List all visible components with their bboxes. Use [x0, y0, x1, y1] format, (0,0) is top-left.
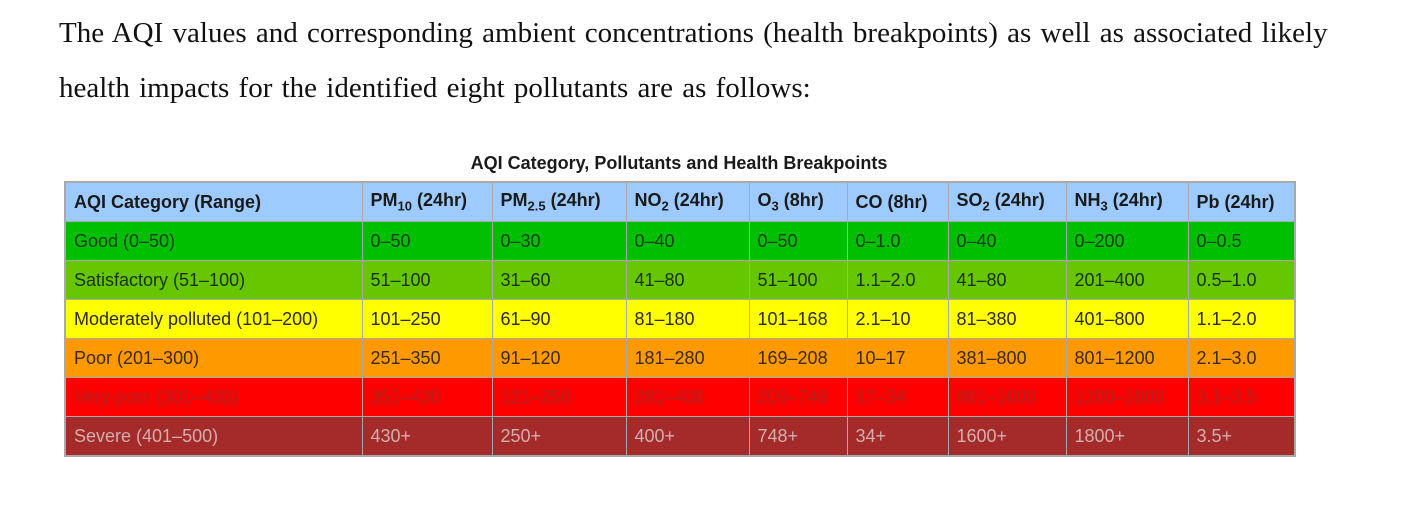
- table-row-severe: Severe (401–500) 430+ 250+ 400+ 748+ 34+…: [64, 416, 1296, 457]
- table-cell: 81–180: [625, 299, 750, 339]
- table-cell: Moderately polluted (101–200): [64, 299, 363, 339]
- table-cell: 801–1200: [1065, 338, 1189, 378]
- table-cell: 201–400: [1065, 260, 1189, 300]
- table-cell: Very poor (301–400): [64, 377, 363, 417]
- table-cell: 81–380: [947, 299, 1067, 339]
- header-aqi-category: AQI Category (Range): [64, 181, 363, 222]
- header-pm25: PM2.5 (24hr): [491, 181, 627, 222]
- table-cell: 17–34: [846, 377, 949, 417]
- table-cell: 0.5–1.0: [1187, 260, 1296, 300]
- table-cell: 51–100: [748, 260, 848, 300]
- table-cell: 430+: [361, 416, 493, 457]
- table-cell: 10–17: [846, 338, 949, 378]
- table-row-good: Good (0–50) 0–50 0–30 0–40 0–50 0–1.0 0–…: [64, 221, 1296, 261]
- table-cell: 381–800: [947, 338, 1067, 378]
- header-nh3: NH3 (24hr): [1065, 181, 1189, 222]
- table-cell: 0–1.0: [846, 221, 949, 261]
- table-cell: 2.1–10: [846, 299, 949, 339]
- table-row-moderately-polluted: Moderately polluted (101–200) 101–250 61…: [64, 299, 1296, 339]
- header-so2: SO2 (24hr): [947, 181, 1067, 222]
- table-cell: 801–1600: [947, 377, 1067, 417]
- table-cell: 3.1–3.5: [1187, 377, 1296, 417]
- table-cell: 401–800: [1065, 299, 1189, 339]
- table-caption: AQI Category, Pollutants and Health Brea…: [470, 153, 888, 173]
- table-cell: 34+: [846, 416, 949, 457]
- table-cell: Severe (401–500): [64, 416, 363, 457]
- table-cell: 400+: [625, 416, 750, 457]
- table-cell: 101–250: [361, 299, 493, 339]
- table-cell: 748+: [748, 416, 848, 457]
- table-cell: 0–50: [748, 221, 848, 261]
- table-header-row: AQI Category (Range) PM10 (24hr) PM2.5 (…: [64, 181, 1296, 222]
- table-cell: 250+: [491, 416, 627, 457]
- table-cell: 351–430: [361, 377, 493, 417]
- table-cell: Good (0–50): [64, 221, 363, 261]
- header-pm10: PM10 (24hr): [361, 181, 493, 222]
- header-o3: O3 (8hr): [748, 181, 848, 222]
- header-co: CO (8hr): [846, 181, 949, 222]
- intro-paragraph: The AQI values and corresponding ambient…: [59, 17, 1328, 104]
- table-cell: 3.5+: [1187, 416, 1296, 457]
- table-cell: 169–208: [748, 338, 848, 378]
- header-pb: Pb (24hr): [1187, 181, 1296, 222]
- table-cell: 41–80: [947, 260, 1067, 300]
- table-cell: 31–60: [491, 260, 627, 300]
- table-cell: 51–100: [361, 260, 493, 300]
- table-cell: 209–748: [748, 377, 848, 417]
- table-cell: 281–400: [625, 377, 750, 417]
- header-no2: NO2 (24hr): [625, 181, 750, 222]
- aqi-breakpoints-table: AQI Category (Range) PM10 (24hr) PM2.5 (…: [64, 181, 1296, 457]
- table-row-very-poor: Very poor (301–400) 351–430 121–250 281–…: [64, 377, 1296, 417]
- table-cell: 61–90: [491, 299, 627, 339]
- table-row-satisfactory: Satisfactory (51–100) 51–100 31–60 41–80…: [64, 260, 1296, 300]
- table-cell: 0–40: [625, 221, 750, 261]
- table-row-poor: Poor (201–300) 251–350 91–120 181–280 16…: [64, 338, 1296, 378]
- table-cell: 41–80: [625, 260, 750, 300]
- table-cell: 101–168: [748, 299, 848, 339]
- table-cell: 0–0.5: [1187, 221, 1296, 261]
- table-cell: 1800+: [1065, 416, 1189, 457]
- table-cell: 1600+: [947, 416, 1067, 457]
- table-cell: Satisfactory (51–100): [64, 260, 363, 300]
- table-cell: Poor (201–300): [64, 338, 363, 378]
- table-cell: 121–250: [491, 377, 627, 417]
- table-cell: 1.1–2.0: [846, 260, 949, 300]
- table-cell: 181–280: [625, 338, 750, 378]
- table-cell: 1200–1800: [1065, 377, 1189, 417]
- table-cell: 91–120: [491, 338, 627, 378]
- table-cell: 251–350: [361, 338, 493, 378]
- table-cell: 0–200: [1065, 221, 1189, 261]
- table-cell: 0–30: [491, 221, 627, 261]
- table-cell: 1.1–2.0: [1187, 299, 1296, 339]
- table-cell: 0–40: [947, 221, 1067, 261]
- table-cell: 0–50: [361, 221, 493, 261]
- table-cell: 2.1–3.0: [1187, 338, 1296, 378]
